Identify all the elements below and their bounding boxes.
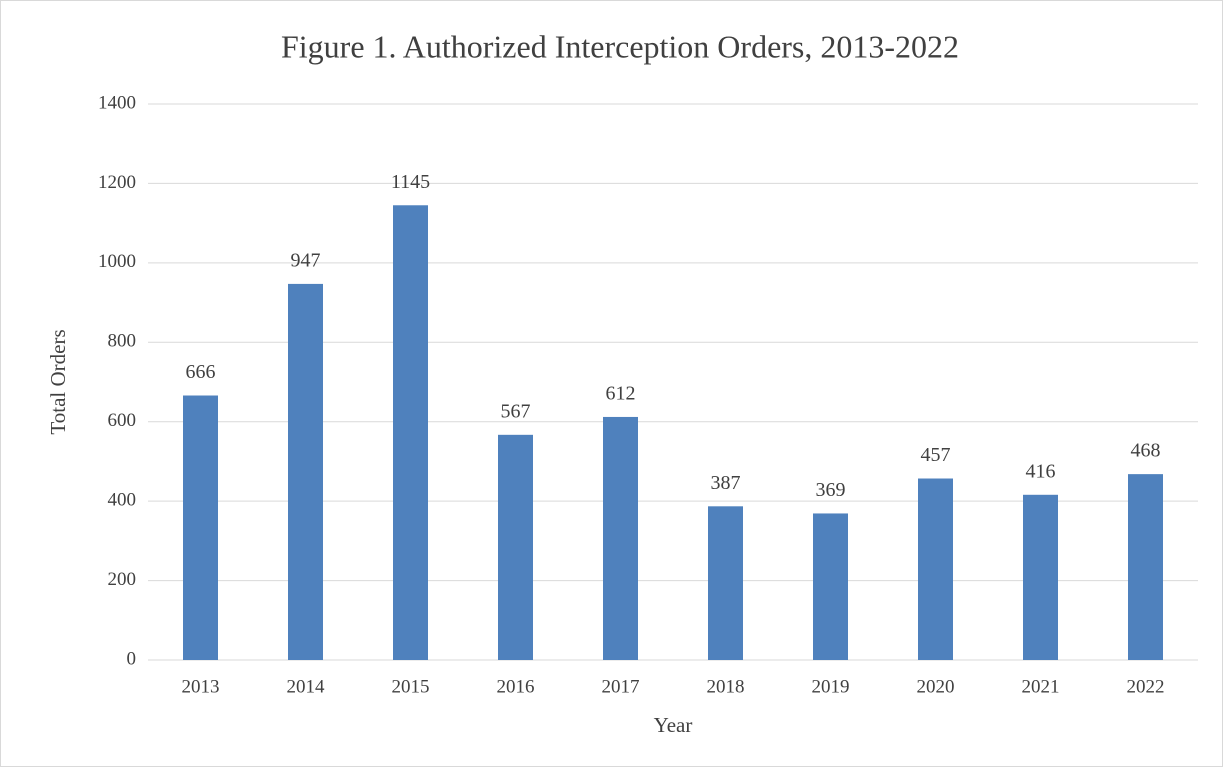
bar — [393, 205, 428, 660]
x-tick-label: 2013 — [182, 676, 220, 697]
x-tick-label: 2016 — [497, 676, 535, 697]
data-label: 666 — [186, 361, 216, 383]
data-label: 1145 — [391, 171, 430, 193]
y-tick-label: 600 — [108, 410, 137, 431]
chart-title: Figure 1. Authorized Interception Orders… — [281, 28, 959, 64]
y-tick-label: 1000 — [98, 251, 136, 272]
x-tick-label: 2020 — [917, 676, 955, 697]
bar — [603, 416, 638, 660]
data-label: 947 — [291, 249, 321, 271]
y-tick-label: 0 — [127, 648, 137, 669]
x-tick-label: 2017 — [602, 676, 640, 697]
data-label: 416 — [1026, 460, 1056, 482]
x-tick-label: 2022 — [1127, 676, 1165, 697]
y-tick-label: 400 — [108, 490, 137, 511]
data-label: 369 — [816, 479, 846, 501]
x-tick-label: 2019 — [812, 676, 850, 697]
y-tick-label: 1400 — [98, 92, 136, 113]
data-label: 457 — [921, 444, 951, 466]
bar — [498, 434, 533, 660]
bar — [183, 395, 218, 660]
bar — [288, 283, 323, 660]
data-label: 387 — [711, 472, 741, 494]
y-tick-label: 1200 — [98, 172, 136, 193]
x-tick-label: 2018 — [707, 676, 745, 697]
x-tick-label: 2014 — [287, 676, 326, 697]
x-axis-title: Year — [654, 713, 693, 737]
bar — [1128, 474, 1163, 660]
data-label: 612 — [606, 383, 636, 405]
y-tick-label: 200 — [108, 569, 137, 590]
bar — [1023, 494, 1058, 660]
bar — [918, 478, 953, 660]
data-label: 567 — [501, 400, 531, 422]
bar — [813, 513, 848, 660]
x-tick-label: 2021 — [1022, 676, 1060, 697]
y-axis-title: Total Orders — [46, 329, 70, 434]
y-tick-label: 800 — [108, 331, 137, 352]
x-tick-label: 2015 — [392, 676, 430, 697]
bar — [708, 506, 743, 660]
data-label: 468 — [1131, 440, 1161, 462]
